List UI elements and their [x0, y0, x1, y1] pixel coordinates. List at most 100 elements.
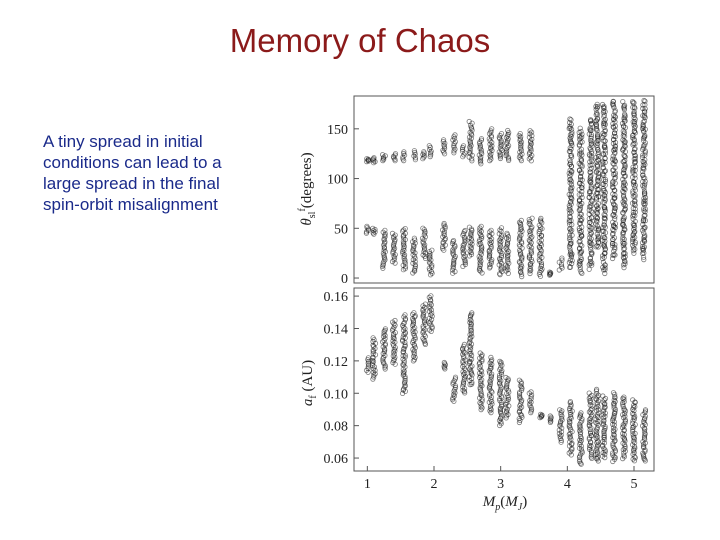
bottom-data-point [528, 396, 534, 402]
bottom-data-point [382, 326, 389, 332]
top-data-point [594, 189, 600, 195]
top-data-point [586, 235, 593, 241]
top-data-point [364, 156, 370, 162]
top-data-point [526, 156, 532, 162]
top-data-point [594, 176, 601, 182]
top-data-point [631, 100, 637, 106]
bottom-data-point [468, 364, 474, 370]
top-data-point [588, 156, 594, 162]
bottom-data-point [497, 383, 503, 389]
top-data-point [611, 228, 617, 234]
bottom-data-point [569, 408, 575, 414]
top-data-point [478, 136, 485, 142]
top-data-point [488, 260, 494, 266]
bottom-data-point [365, 365, 371, 372]
bottom-data-point [621, 435, 627, 441]
bottom-data-point [380, 339, 386, 345]
bottom-data-point [558, 415, 565, 421]
bottom-data-point [489, 357, 495, 363]
top-data-point [579, 243, 585, 249]
top-data-point [589, 158, 595, 165]
top-data-point [442, 235, 448, 242]
top-data-point [577, 238, 583, 244]
bottom-data-point [595, 438, 601, 444]
top-data-point [442, 225, 448, 231]
top-plot-frame [353, 95, 655, 284]
top-data-point [462, 260, 468, 266]
bottom-data-point [516, 377, 522, 383]
top-data-point [529, 129, 535, 135]
top-data-point [578, 184, 585, 191]
top-data-point [602, 138, 608, 144]
bottom-data-point [428, 322, 434, 328]
top-data-point [498, 141, 504, 147]
top-data-point [461, 248, 467, 254]
bottom-data-point [390, 335, 396, 341]
top-data-point [620, 99, 626, 105]
bottom-data-point [452, 384, 459, 391]
top-data-point [641, 208, 647, 214]
top-data-point [641, 224, 647, 230]
x-axis-label: Mp(MJ) [482, 494, 527, 513]
top-data-point [568, 187, 574, 193]
bottom-data-points [363, 293, 649, 467]
top-data-point [630, 248, 636, 254]
bottom-data-point [370, 350, 376, 357]
top-data-point [441, 247, 447, 253]
bottom-data-point [498, 359, 504, 365]
top-data-point [640, 172, 646, 178]
top-data-point [609, 240, 616, 246]
top-data-point [639, 146, 646, 153]
top-data-point [412, 265, 418, 271]
bottom-ytick-label: 0.08 [324, 420, 349, 435]
top-data-point [595, 236, 601, 242]
bottom-data-point [577, 451, 584, 457]
bottom-data-point [519, 414, 525, 420]
top-data-point [602, 121, 608, 127]
bottom-data-point [577, 457, 583, 463]
bottom-data-point [452, 374, 459, 380]
top-data-point [568, 181, 575, 188]
bottom-data-point [601, 430, 607, 436]
bottom-data-point [460, 371, 467, 378]
bottom-data-point [588, 425, 594, 431]
top-data-point [488, 227, 494, 233]
bottom-data-point [630, 405, 637, 411]
bottom-data-point [631, 446, 637, 452]
top-data-point [621, 179, 627, 185]
top-data-point [629, 135, 636, 141]
top-data-point [610, 230, 616, 237]
top-data-point [640, 165, 647, 171]
top-data-point [518, 217, 524, 223]
top-data-point [517, 235, 523, 241]
top-data-point [600, 138, 607, 144]
bottom-data-point [370, 335, 376, 341]
top-data-point [518, 144, 524, 150]
bottom-data-point [557, 407, 563, 413]
bottom-data-point [595, 454, 601, 460]
bottom-data-point [461, 355, 467, 361]
bottom-data-point [504, 381, 510, 387]
bottom-data-point [631, 402, 637, 408]
bottom-data-point [441, 363, 447, 369]
bottom-data-point [402, 382, 409, 389]
bottom-data-point [488, 397, 494, 403]
top-data-point [593, 110, 600, 116]
top-data-point [527, 242, 533, 248]
bottom-data-point [622, 445, 628, 451]
top-data-point [632, 206, 638, 212]
top-data-point [576, 167, 583, 173]
top-data-point [578, 192, 584, 198]
top-data-point [422, 255, 429, 261]
top-data-point [600, 187, 606, 194]
top-data-point [467, 148, 473, 154]
top-data-point [440, 138, 446, 145]
top-data-point [569, 129, 575, 135]
bottom-data-point [632, 421, 638, 428]
top-data-point [641, 190, 648, 196]
top-data-point [600, 256, 606, 262]
xtick-label: 3 [497, 477, 504, 492]
top-data-point [487, 261, 493, 268]
top-data-point [401, 255, 407, 262]
bottom-data-point [557, 418, 564, 425]
